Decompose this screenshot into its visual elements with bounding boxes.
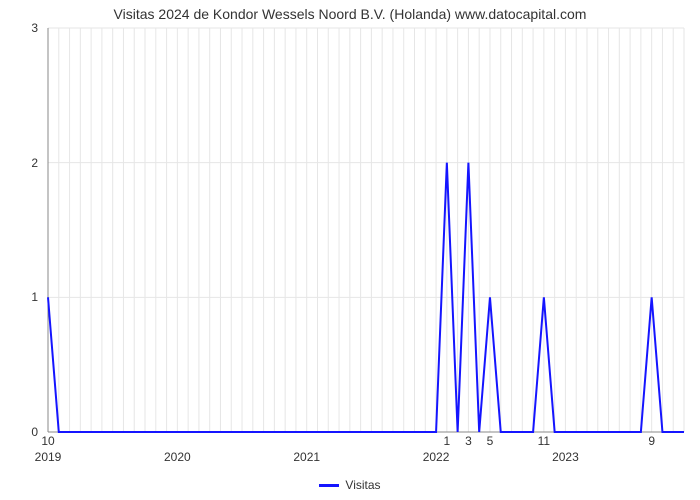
y-tick-label: 0 (0, 425, 38, 439)
point-label: 1 (444, 434, 451, 448)
legend-swatch (319, 484, 339, 487)
line-chart (0, 0, 700, 500)
y-tick-label: 3 (0, 21, 38, 35)
legend: Visitas (0, 477, 700, 492)
x-tick-label: 2023 (552, 450, 579, 464)
x-tick-label: 2022 (423, 450, 450, 464)
x-tick-label: 2021 (293, 450, 320, 464)
legend-label: Visitas (345, 478, 380, 492)
point-label: 9 (648, 434, 655, 448)
point-label: 5 (487, 434, 494, 448)
point-label: 10 (41, 434, 54, 448)
point-label: 11 (538, 434, 550, 448)
x-tick-label: 2020 (164, 450, 191, 464)
x-tick-label: 2019 (35, 450, 62, 464)
gridlines (48, 28, 684, 432)
chart-container: { "title": "Visitas 2024 de Kondor Wesse… (0, 0, 700, 500)
y-tick-label: 1 (0, 290, 38, 304)
y-tick-label: 2 (0, 156, 38, 170)
point-label: 3 (465, 434, 472, 448)
axes (48, 28, 684, 432)
